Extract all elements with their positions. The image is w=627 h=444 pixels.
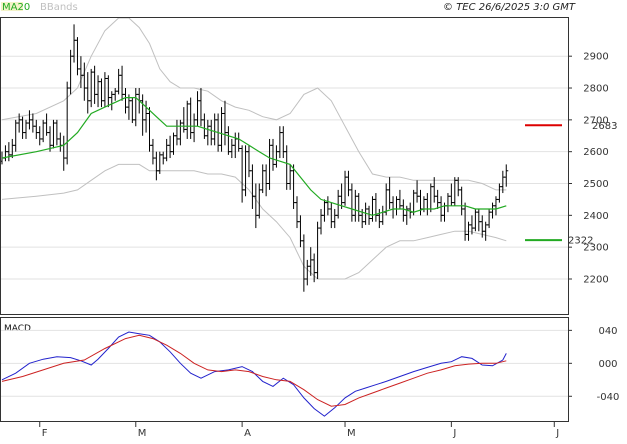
price-y-tick-label: 2800 bbox=[583, 84, 608, 95]
macd-lines bbox=[1, 331, 507, 417]
ma-legend: MA20 bbox=[2, 2, 30, 13]
macd-y-tick-label: 040 bbox=[598, 326, 617, 337]
macd-line bbox=[1, 331, 507, 417]
ma-legend-bg bbox=[1, 2, 23, 11]
price-gridlines bbox=[1, 55, 568, 280]
x-month-label: J bbox=[555, 428, 559, 439]
x-month-label: J bbox=[452, 428, 456, 439]
copyright-text: © TEC 26/6/2025 3:0 GMT bbox=[443, 2, 576, 13]
price-y-tick-label: 2200 bbox=[583, 274, 608, 285]
x-month-label: M bbox=[138, 428, 147, 439]
ma20-line bbox=[1, 96, 507, 216]
price-y-tick-label: 2600 bbox=[583, 147, 608, 158]
price-y-tick-label: 2400 bbox=[583, 211, 608, 222]
signal-line bbox=[1, 334, 507, 407]
price-panel-frame bbox=[0, 17, 569, 315]
bb-lower-line bbox=[1, 163, 507, 280]
ma20-polyline bbox=[1, 96, 507, 216]
x-month-label: F bbox=[42, 428, 48, 439]
bbands-legend: BBands bbox=[40, 2, 78, 13]
macd-y-tick-label: -040 bbox=[597, 392, 620, 403]
x-month-label: A bbox=[244, 428, 251, 439]
resistance-label: 2683 bbox=[592, 121, 617, 132]
support-label: 2322 bbox=[568, 236, 593, 247]
macd-y-tick-label: 000 bbox=[598, 359, 617, 370]
price-y-tick-label: 2700 bbox=[583, 115, 608, 126]
macd-panel-frame bbox=[0, 317, 569, 422]
price-y-tick-label: 2300 bbox=[583, 243, 608, 254]
x-month-label: M bbox=[347, 428, 356, 439]
price-levels: 2683 2322 bbox=[525, 121, 617, 247]
price-y-tick-label: 2500 bbox=[583, 179, 608, 190]
price-y-tick-label: 2900 bbox=[583, 52, 608, 63]
price-bar bbox=[504, 164, 509, 187]
price-bars bbox=[0, 24, 509, 292]
macd-label: MACD bbox=[4, 324, 31, 334]
